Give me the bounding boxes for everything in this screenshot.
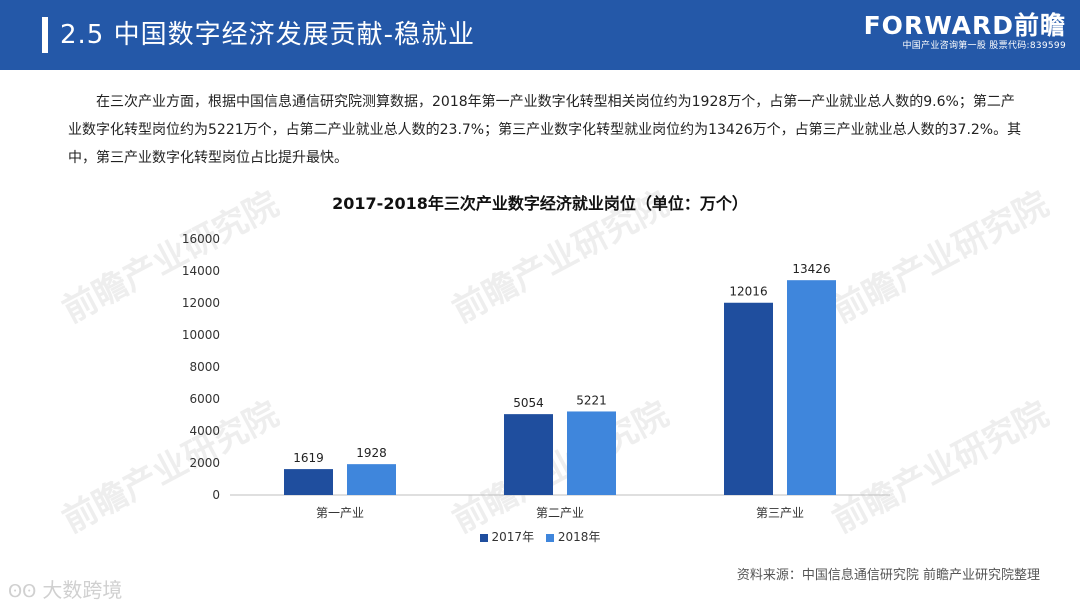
chart-title: 2017-2018年三次产业数字经济就业岗位（单位：万个） — [332, 194, 748, 213]
data-label: 1619 — [293, 451, 324, 465]
data-label: 13426 — [792, 262, 830, 276]
brand-logo-icon: ʘʘ — [8, 581, 37, 602]
data-label: 5054 — [513, 396, 544, 410]
y-tick-label: 6000 — [189, 392, 220, 406]
legend-swatch-icon — [545, 533, 554, 542]
y-tick-label: 10000 — [182, 328, 220, 342]
header-accent-bar — [42, 17, 48, 53]
x-category-label: 第三产业 — [756, 506, 804, 520]
x-category-label: 第二产业 — [536, 506, 584, 520]
bar-2018 — [567, 411, 616, 495]
legend-item-2018: 2018年 — [545, 528, 601, 545]
data-label: 1928 — [356, 446, 387, 460]
bar-2017 — [504, 414, 553, 495]
header-banner: 2.5 中国数字经济发展贡献-稳就业 FORWARD前瞻 中国产业咨询第一股 股… — [0, 0, 1080, 70]
brand-text: 大数跨境 — [42, 578, 123, 602]
logo-main-text: FORWARD前瞻 — [863, 11, 1066, 40]
chart-legend: 2017年 2018年 — [0, 528, 1080, 545]
intro-paragraph: 在三次产业方面，根据中国信息通信研究院测算数据，2018年第一产业数字化转型相关… — [68, 94, 1022, 166]
y-tick-label: 16000 — [182, 232, 220, 246]
data-label: 5221 — [576, 393, 607, 407]
bar-2017 — [724, 302, 773, 495]
bar-2018 — [347, 464, 396, 495]
y-tick-label: 2000 — [189, 456, 220, 470]
y-tick-label: 0 — [212, 488, 220, 502]
bar-2018 — [787, 280, 836, 495]
y-tick-label: 12000 — [182, 296, 220, 310]
legend-label: 2017年 — [491, 530, 535, 544]
y-tick-label: 4000 — [189, 424, 220, 438]
y-tick-label: 8000 — [189, 360, 220, 374]
brand-mark: ʘʘ 大数跨境 — [8, 574, 122, 603]
data-label: 12016 — [729, 285, 767, 299]
legend-item-2017: 2017年 — [479, 528, 535, 545]
page-title: 2.5 中国数字经济发展贡献-稳就业 — [60, 20, 475, 50]
logo-sub-text: 中国产业咨询第一股 股票代码:839599 — [902, 41, 1066, 51]
y-tick-label: 14000 — [182, 264, 220, 278]
source-note: 资料来源：中国信息通信研究院 前瞻产业研究院整理 — [736, 568, 1040, 583]
bar-2017 — [284, 469, 333, 495]
forward-logo: FORWARD前瞻 中国产业咨询第一股 股票代码:839599 — [836, 12, 1066, 52]
legend-label: 2018年 — [557, 530, 601, 544]
legend-swatch-icon — [479, 533, 488, 542]
x-category-label: 第一产业 — [316, 506, 364, 520]
